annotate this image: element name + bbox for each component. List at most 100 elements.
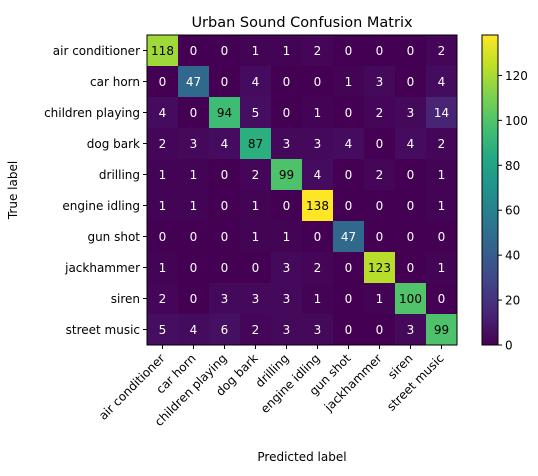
cell-value-label: 3 bbox=[283, 261, 291, 275]
y-tick-label: dog bark bbox=[87, 137, 140, 151]
heatmap-cell bbox=[333, 97, 365, 129]
heatmap-cell bbox=[395, 190, 427, 222]
heatmap-cell bbox=[364, 190, 396, 222]
heatmap-cell bbox=[147, 314, 179, 346]
heatmap-cell bbox=[147, 159, 179, 191]
colorbar-tick-label: 60 bbox=[505, 204, 520, 218]
cell-value-label: 1 bbox=[438, 261, 446, 275]
heatmap-cell bbox=[271, 283, 303, 315]
cell-value-label: 1 bbox=[314, 292, 322, 306]
cell-value-label: 0 bbox=[376, 323, 384, 337]
cell-value-label: 0 bbox=[159, 230, 167, 244]
cell-value-label: 3 bbox=[283, 292, 291, 306]
cell-value-label: 1 bbox=[190, 168, 198, 182]
heatmap-cell bbox=[302, 314, 334, 346]
cell-value-label: 4 bbox=[345, 137, 353, 151]
heatmap-cell bbox=[271, 190, 303, 222]
heatmap-cell bbox=[178, 159, 210, 191]
heatmap-cell bbox=[147, 35, 179, 67]
heatmap-cell bbox=[426, 128, 458, 160]
heatmap-cell bbox=[271, 66, 303, 98]
cell-value-label: 4 bbox=[159, 106, 167, 120]
heatmap-cell bbox=[147, 283, 179, 315]
cell-value-label: 118 bbox=[151, 44, 174, 58]
cell-value-label: 0 bbox=[376, 230, 384, 244]
heatmap-cell bbox=[271, 128, 303, 160]
heatmap-cell bbox=[178, 283, 210, 315]
cell-value-label: 0 bbox=[252, 261, 260, 275]
heatmap-cell bbox=[147, 97, 179, 129]
heatmap-cell bbox=[364, 35, 396, 67]
heatmap-cell bbox=[147, 66, 179, 98]
heatmap-cell bbox=[240, 128, 272, 160]
heatmap-cell bbox=[178, 35, 210, 67]
cell-value-label: 0 bbox=[283, 75, 291, 89]
cell-value-label: 0 bbox=[190, 106, 198, 120]
cell-value-label: 1 bbox=[159, 168, 167, 182]
y-tick-label: engine idling bbox=[62, 199, 140, 213]
heatmap-cell bbox=[333, 314, 365, 346]
cell-value-label: 0 bbox=[345, 106, 353, 120]
x-axis-label: Predicted label bbox=[257, 450, 346, 464]
y-tick-label: air conditioner bbox=[53, 44, 140, 58]
cell-value-label: 0 bbox=[283, 199, 291, 213]
cell-value-label: 1 bbox=[283, 230, 291, 244]
cell-value-label: 1 bbox=[345, 75, 353, 89]
cell-value-label: 0 bbox=[314, 230, 322, 244]
cell-value-label: 0 bbox=[221, 261, 229, 275]
heatmap-cell bbox=[240, 252, 272, 284]
heatmap-cell bbox=[178, 314, 210, 346]
cell-value-label: 0 bbox=[345, 199, 353, 213]
cell-value-label: 0 bbox=[221, 199, 229, 213]
heatmap-cell bbox=[426, 252, 458, 284]
heatmap-cell bbox=[209, 252, 241, 284]
cell-value-label: 100 bbox=[399, 292, 422, 306]
cell-value-label: 0 bbox=[438, 230, 446, 244]
heatmap-cell bbox=[240, 97, 272, 129]
heatmap-cell bbox=[178, 252, 210, 284]
cell-value-label: 2 bbox=[438, 137, 446, 151]
cell-value-label: 4 bbox=[190, 323, 198, 337]
x-tick-label: street music bbox=[384, 351, 447, 414]
cell-value-label: 123 bbox=[368, 261, 391, 275]
heatmap-cell bbox=[302, 128, 334, 160]
cell-value-label: 47 bbox=[341, 230, 356, 244]
heatmap-cell bbox=[302, 221, 334, 253]
heatmap-cell bbox=[333, 35, 365, 67]
heatmap-cell bbox=[333, 66, 365, 98]
heatmap-cell bbox=[333, 283, 365, 315]
cell-value-label: 4 bbox=[314, 168, 322, 182]
chart-title: Urban Sound Confusion Matrix bbox=[191, 15, 413, 31]
heatmap-cell bbox=[209, 159, 241, 191]
cell-value-label: 14 bbox=[434, 106, 449, 120]
colorbar-tick-label: 40 bbox=[505, 249, 520, 263]
cell-value-label: 1 bbox=[190, 199, 198, 213]
cell-value-label: 1 bbox=[159, 199, 167, 213]
heatmap-cell bbox=[271, 252, 303, 284]
cell-value-label: 0 bbox=[345, 292, 353, 306]
cell-value-label: 1 bbox=[376, 292, 384, 306]
heatmap-cell bbox=[395, 66, 427, 98]
heatmap-cell bbox=[271, 35, 303, 67]
heatmap-cell bbox=[271, 314, 303, 346]
cell-value-label: 0 bbox=[190, 230, 198, 244]
cell-value-label: 0 bbox=[221, 75, 229, 89]
heatmap-cells bbox=[147, 35, 458, 346]
heatmap-cell bbox=[302, 97, 334, 129]
colorbar-gradient bbox=[481, 34, 499, 346]
heatmap-cell bbox=[395, 35, 427, 67]
cell-value-label: 5 bbox=[159, 323, 167, 337]
heatmap-cell bbox=[147, 252, 179, 284]
cell-value-label: 2 bbox=[314, 44, 322, 58]
heatmap-cell bbox=[395, 283, 427, 315]
cell-value-label: 0 bbox=[345, 168, 353, 182]
heatmap-cell bbox=[364, 221, 396, 253]
cell-value-label: 4 bbox=[221, 137, 229, 151]
cell-value-label: 6 bbox=[221, 323, 229, 337]
heatmap-cell bbox=[209, 128, 241, 160]
heatmap-cell bbox=[271, 221, 303, 253]
cell-value-label: 2 bbox=[376, 168, 384, 182]
heatmap-cell bbox=[302, 35, 334, 67]
cell-value-label: 2 bbox=[159, 137, 167, 151]
